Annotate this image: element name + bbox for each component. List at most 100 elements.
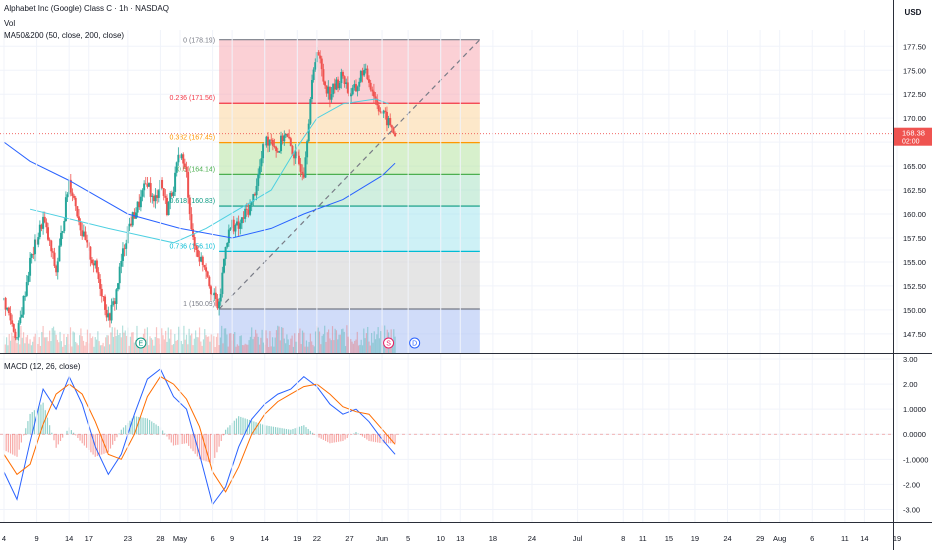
- candle-body: [196, 249, 199, 258]
- volume-bar: [367, 326, 369, 353]
- histogram-bar: [227, 427, 229, 435]
- candle-body: [63, 221, 66, 232]
- candle-body: [69, 179, 72, 193]
- volume-bar: [33, 336, 35, 353]
- candle-body: [33, 239, 36, 255]
- candle-body: [55, 265, 58, 273]
- volume-bar: [305, 340, 308, 353]
- candle-body: [310, 80, 313, 100]
- candle-body: [79, 221, 82, 231]
- candle-body: [162, 188, 165, 196]
- volume-bar: [8, 334, 10, 353]
- volume-bar: [182, 344, 184, 353]
- candle-body: [82, 231, 85, 237]
- candle-body: [309, 99, 312, 124]
- candle-body: [121, 248, 124, 261]
- histogram-bar: [42, 402, 44, 435]
- volume-bar: [335, 330, 338, 353]
- histogram-bar: [305, 427, 307, 435]
- histogram-bar: [303, 425, 305, 435]
- candle-body: [306, 141, 309, 158]
- volume-bar: [29, 339, 31, 353]
- volume-bar: [339, 334, 341, 353]
- volume-bar: [46, 337, 48, 353]
- histogram-bar: [77, 434, 79, 438]
- price-tick-label: 165.00: [903, 162, 926, 171]
- candle-body: [222, 258, 225, 273]
- candle-body: [151, 195, 154, 197]
- volume-legend[interactable]: Vol: [4, 19, 16, 28]
- volume-bar: [217, 333, 219, 353]
- candle-body: [131, 212, 134, 226]
- time-tick-label: 6: [810, 534, 814, 543]
- candle-body: [314, 62, 317, 70]
- candle-body: [105, 309, 108, 318]
- volume-bar: [93, 346, 95, 353]
- candle-body: [97, 272, 100, 280]
- histogram-bar: [207, 434, 209, 463]
- histogram-bar: [333, 434, 335, 443]
- volume-bar: [166, 341, 168, 353]
- symbol-title[interactable]: Alphabet Inc (Google) Class C · 1h · NAS…: [4, 4, 169, 13]
- candle-body: [200, 256, 203, 262]
- volume-bar: [193, 338, 195, 353]
- histogram-bar: [168, 434, 170, 440]
- volume-bar: [24, 343, 26, 353]
- volume-bar: [183, 325, 185, 353]
- candle-body: [346, 82, 349, 93]
- candle-body: [7, 307, 10, 314]
- volume-bar: [158, 338, 160, 353]
- volume-bar: [363, 328, 365, 353]
- volume-bar: [252, 339, 254, 353]
- volume-bar: [52, 326, 55, 353]
- candle-body: [293, 154, 296, 159]
- volume-bar: [380, 331, 382, 353]
- currency-button[interactable]: USD: [904, 7, 922, 17]
- candle-body: [73, 195, 76, 198]
- event-marker-D: [409, 337, 421, 349]
- histogram-bar: [194, 434, 196, 454]
- macd-legend[interactable]: MACD (12, 26, close): [4, 362, 81, 371]
- time-tick-label: 14: [65, 534, 73, 543]
- volume-bar: [32, 341, 34, 353]
- candle-body: [330, 94, 333, 100]
- candle-body: [343, 76, 346, 84]
- candle-body: [385, 111, 388, 126]
- histogram-bar: [370, 434, 372, 442]
- macd-tick-label: 3.00: [903, 355, 918, 364]
- candle-body: [172, 191, 175, 196]
- candle-body: [205, 267, 208, 272]
- candle-body: [45, 222, 48, 228]
- histogram-bar: [266, 425, 268, 435]
- price-pane[interactable]: 0 (178.19) 0.236 (171.56) 0.382 (167.45) 0.…: [0, 38, 893, 353]
- histogram-bar: [192, 434, 194, 452]
- volume-bar: [58, 342, 60, 353]
- candle-body: [283, 135, 286, 142]
- candle-body: [245, 208, 248, 210]
- histogram-bar: [7, 434, 9, 453]
- volume-bar: [301, 330, 304, 353]
- time-tick-label: 11: [639, 534, 647, 543]
- candle-body: [363, 69, 366, 76]
- volume-bar: [382, 344, 384, 353]
- fib-level-label: 0.382 (167.45): [170, 135, 216, 142]
- volume-bar: [108, 344, 111, 353]
- candle-body: [115, 289, 118, 304]
- candle-body: [322, 69, 325, 82]
- candle-body: [258, 166, 261, 175]
- histogram-bar: [294, 428, 296, 435]
- macd-pane[interactable]: [0, 358, 893, 510]
- ma-legend[interactable]: MA50&200 (50, close, 200, close): [4, 31, 125, 40]
- volume-bar: [34, 333, 36, 353]
- price-tick-label: 155.00: [903, 258, 926, 267]
- candle-body: [152, 195, 155, 202]
- histogram-bar: [301, 425, 303, 435]
- volume-bar: [122, 325, 124, 353]
- candle-body: [170, 192, 173, 196]
- volume-bar: [329, 338, 331, 353]
- volume-bar: [355, 339, 357, 353]
- histogram-bar: [57, 434, 59, 445]
- histogram-bar: [220, 434, 222, 442]
- candle-body: [89, 246, 92, 260]
